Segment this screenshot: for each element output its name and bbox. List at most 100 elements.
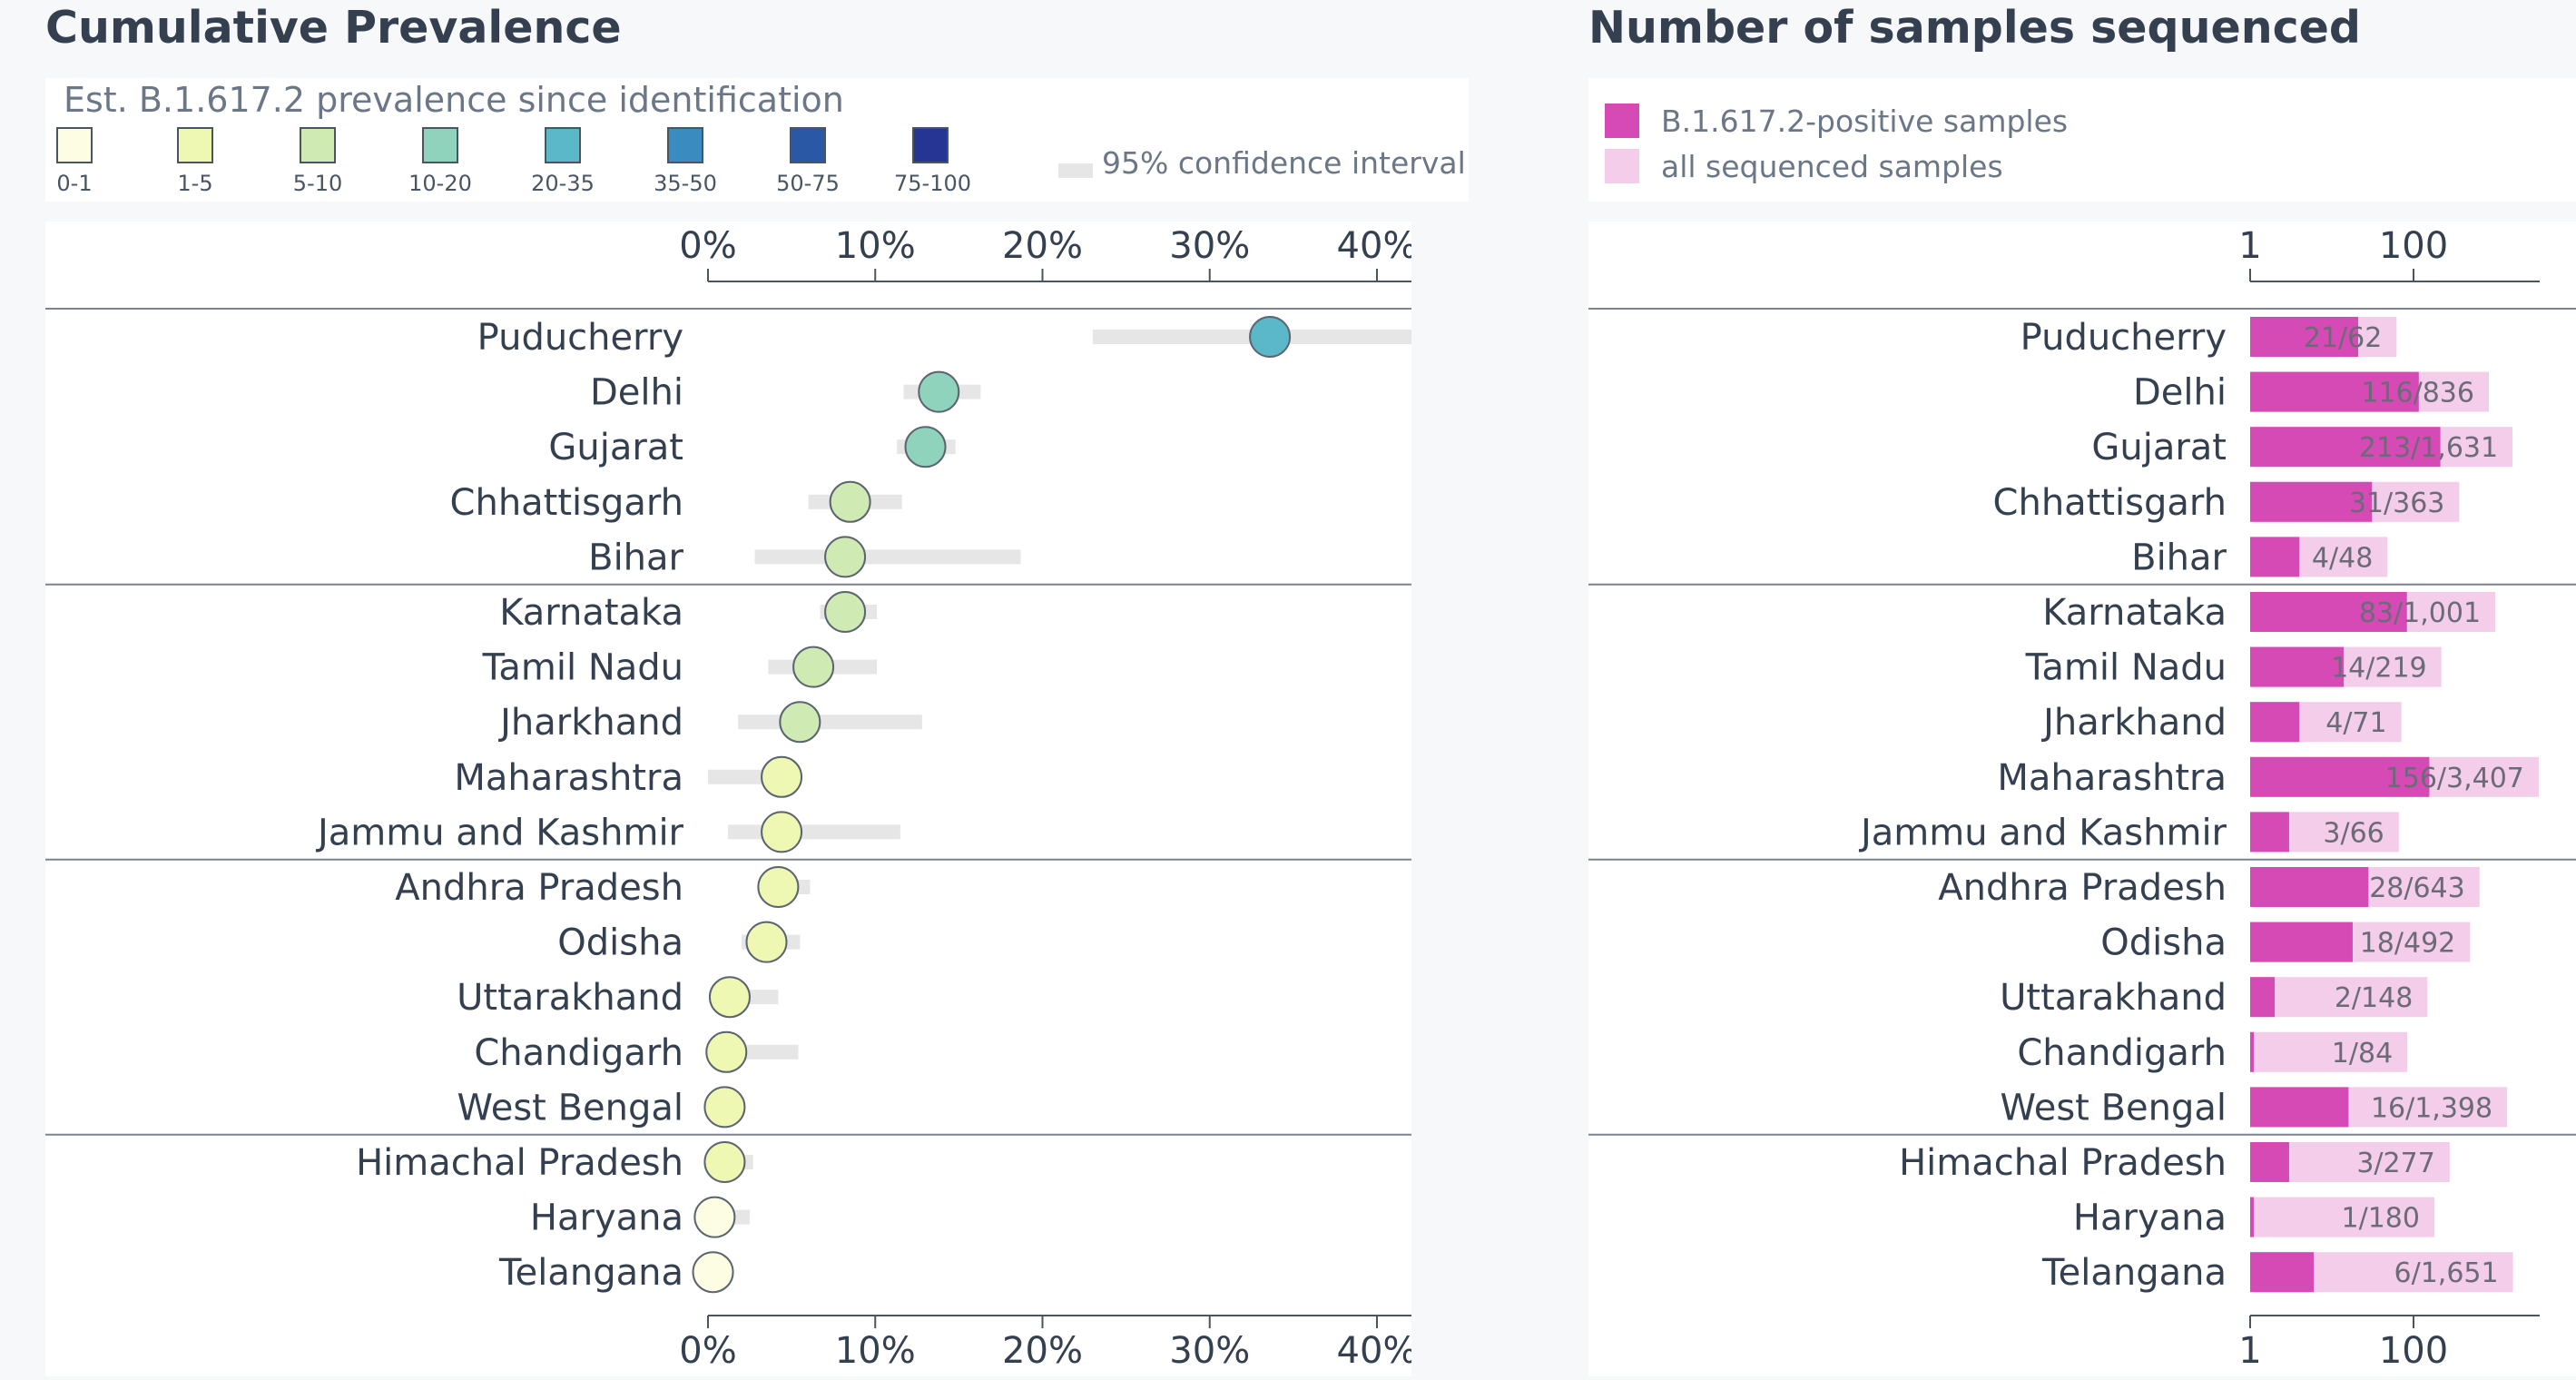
positive-samples-bar [2250,646,2345,687]
prevalence-row-himachal-pradesh: Himachal Pradesh [356,1141,753,1184]
axis-tick-label: 1 [2238,1330,2261,1372]
legend-bin-swatch [56,127,93,163]
prevalence-row-andhra-pradesh: Andhra Pradesh [395,866,811,909]
samples-chart: 1 100 1 100 Puducherry 21/62 Delhi 116/836 Gujar… [1588,222,2576,1376]
state-label: Himachal Pradesh [356,1142,683,1184]
positive-samples-bar [2250,371,2419,412]
all-swatch [1605,149,1639,183]
prevalence-dot [918,370,960,413]
prevalence-row-delhi: Delhi [590,370,981,414]
prevalence-axis-bottom: 0% 10% 20% 30% 40% [679,1315,1479,1372]
legend-bin-label: 10-20 [408,171,472,196]
positive-samples-bar [2250,592,2407,632]
samples-row-telangana: Telangana 6/1,651 [2041,1252,2513,1294]
state-label: Telangana [2041,1252,2227,1294]
positive-samples-bar [2250,702,2300,743]
prevalence-row-uttarakhand: Uttarakhand [457,976,779,1019]
prevalence-row-maharashtra: Maharashtra [454,755,803,799]
axis-tick-label: 40% [1337,1330,1411,1372]
state-label: Delhi [590,372,683,414]
sample-count-label: 156/3,407 [2385,763,2524,794]
sample-count-label: 2/148 [2335,982,2413,1014]
legend-bin-20-35: 20-35 [526,127,599,196]
axis-tick-label: 10% [835,1330,916,1372]
samples-title: Number of samples sequenced [1588,2,2361,54]
legend-bin-label: 35-50 [654,171,717,196]
samples-row-west-bengal: West Bengal 16/1,398 [2001,1087,2508,1129]
samples-row-chhattisgarh: Chhattisgarh 31/363 [1993,481,2460,524]
state-label: Haryana [2073,1198,2227,1239]
state-label: Chandigarh [2017,1032,2227,1074]
prevalence-legend-title: Est. B.1.617.2 prevalence since identifi… [64,80,844,120]
sample-count-label: 116/836 [2361,378,2474,409]
state-label: Odisha [557,922,683,964]
ci-legend-label: 95% confidence interval [1102,145,1466,181]
sample-count-label: 3/66 [2323,817,2384,849]
positive-samples-bar [2250,1031,2254,1072]
positive-samples-bar [2250,1197,2254,1237]
state-label: Chandigarh [474,1032,683,1074]
sample-count-label: 1/84 [2332,1038,2393,1070]
prevalence-row-telangana: Telangana [498,1251,734,1294]
sample-count-label: 14/219 [2331,653,2427,685]
samples-axis-bottom: 1 100 [2238,1315,2540,1372]
positive-samples-bar [2250,1087,2349,1128]
sample-count-label: 6/1,651 [2394,1257,2499,1289]
legend-bin-label: 1-5 [177,171,213,196]
prevalence-dot [703,1141,746,1183]
sample-count-label: 28/643 [2369,872,2465,904]
prevalence-row-gujarat: Gujarat [548,426,956,468]
legend-bin-label: 5-10 [292,171,343,196]
axis-tick-label: 30% [1169,225,1250,267]
state-label: Maharashtra [1997,757,2227,799]
state-label: Jharkhand [2040,702,2227,744]
positive-samples-bar [2250,427,2441,468]
samples-row-chandigarh: Chandigarh 1/84 [2017,1031,2408,1074]
legend-bin-5-10: 5-10 [281,127,354,196]
samples-row-odisha: Odisha 18/492 [2100,922,2471,964]
state-label: Gujarat [2091,427,2227,468]
samples-row-andhra-pradesh: Andhra Pradesh 28/643 [1938,867,2480,909]
prevalence-row-puducherry: Puducherry [477,316,1478,359]
prevalence-dot [761,755,803,798]
state-label: Puducherry [2020,317,2227,359]
state-label: Tamil Nadu [2025,647,2227,689]
legend-bin-label: 75-100 [894,171,972,196]
ci-band [728,824,900,840]
prevalence-row-chandigarh: Chandigarh [474,1030,799,1074]
ci-band [738,715,922,730]
prevalence-dot [757,866,800,908]
positive-samples-bar [2250,537,2300,577]
prevalence-dot [745,921,788,963]
samples-row-uttarakhand: Uttarakhand 2/148 [2000,977,2428,1019]
positive-samples-bar [2250,812,2289,853]
state-label: Chhattisgarh [450,482,683,524]
prevalence-dot [779,701,821,744]
sample-count-label: 4/71 [2325,707,2386,739]
state-label: Himachal Pradesh [1899,1142,2227,1184]
legend-bin-label: 20-35 [531,171,595,196]
prevalence-dot [792,646,835,688]
state-label: Andhra Pradesh [1938,867,2227,909]
axis-tick-label: 100 [2379,225,2448,267]
prevalence-dot [904,426,947,468]
samples-row-maharashtra: Maharashtra 156/3,407 [1997,756,2539,799]
state-label: Jammu and Kashmir [315,812,684,853]
ci-band [754,549,1021,565]
positive-label: B.1.617.2-positive samples [1661,104,2069,139]
samples-row-gujarat: Gujarat 213/1,631 [2091,427,2513,468]
samples-row-puducherry: Puducherry 21/62 [2020,317,2397,359]
prevalence-dot [708,976,751,1019]
state-label: Andhra Pradesh [395,867,683,909]
legend-bin-50-75: 50-75 [772,127,844,196]
sample-count-label: 83/1,001 [2359,597,2481,629]
state-label: Delhi [2133,372,2227,414]
axis-tick-label: 20% [1002,225,1083,267]
samples-row-bihar: Bihar 4/48 [2131,537,2388,578]
state-label: Bihar [588,537,683,578]
all-samples-bar [2250,1197,2434,1237]
prevalence-row-tamil-nadu: Tamil Nadu [482,646,878,689]
prevalence-row-west-bengal: West Bengal [457,1086,746,1129]
samples-row-haryana: Haryana 1/180 [2073,1197,2434,1239]
axis-tick-label: 10% [835,225,916,267]
